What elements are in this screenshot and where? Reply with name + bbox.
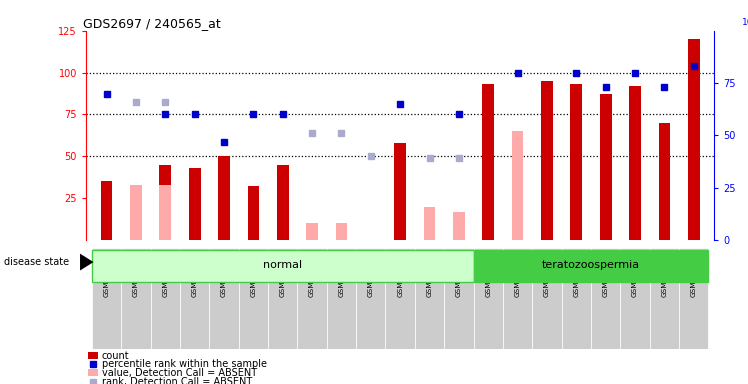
Bar [688,39,699,240]
Text: rank, Detection Call = ABSENT: rank, Detection Call = ABSENT [102,377,252,384]
FancyBboxPatch shape [620,248,650,349]
Text: GSM158477: GSM158477 [515,253,521,297]
Text: GSM158475: GSM158475 [456,253,462,297]
Text: normal: normal [263,260,302,270]
Bar [88,352,98,359]
FancyBboxPatch shape [180,248,209,349]
FancyBboxPatch shape [121,248,150,349]
Bar [541,81,553,240]
Bar [248,186,260,240]
FancyBboxPatch shape [150,248,180,349]
Text: percentile rank within the sample: percentile rank within the sample [102,359,267,369]
Bar [130,185,142,240]
Bar [394,143,406,240]
Text: GSM158480: GSM158480 [603,253,609,297]
Text: GSM158474: GSM158474 [426,253,432,297]
Bar [512,131,524,240]
Text: disease state: disease state [4,257,69,267]
FancyBboxPatch shape [92,250,473,282]
Text: GSM158473: GSM158473 [397,253,403,297]
Text: GSM158465: GSM158465 [162,253,168,297]
Bar [336,223,347,240]
FancyBboxPatch shape [533,248,562,349]
FancyBboxPatch shape [473,250,708,282]
Text: GDS2697 / 240565_at: GDS2697 / 240565_at [83,17,221,30]
Bar [423,207,435,240]
Text: GSM158469: GSM158469 [280,253,286,297]
Text: GSM158471: GSM158471 [338,253,345,297]
Text: GSM158470: GSM158470 [309,253,315,297]
FancyBboxPatch shape [385,248,415,349]
FancyBboxPatch shape [327,248,356,349]
FancyBboxPatch shape [209,248,239,349]
FancyBboxPatch shape [473,248,503,349]
Bar [188,168,200,240]
Text: GSM158464: GSM158464 [133,253,139,297]
Text: GSM158467: GSM158467 [221,253,227,297]
Text: 100%: 100% [742,18,748,26]
Bar [571,84,582,240]
FancyBboxPatch shape [679,248,708,349]
Bar [658,123,670,240]
Bar [218,156,230,240]
Bar [453,212,465,240]
Text: GSM158472: GSM158472 [368,253,374,297]
Bar [306,223,318,240]
FancyBboxPatch shape [239,248,268,349]
Text: GSM158463: GSM158463 [103,253,109,297]
Text: GSM158478: GSM158478 [544,253,550,297]
FancyBboxPatch shape [503,248,533,349]
FancyBboxPatch shape [591,248,620,349]
FancyBboxPatch shape [268,248,298,349]
FancyBboxPatch shape [356,248,385,349]
Text: teratozoospermia: teratozoospermia [542,260,640,270]
Text: GSM158468: GSM158468 [251,253,257,297]
Bar [101,181,112,240]
Bar [600,94,612,240]
FancyBboxPatch shape [562,248,591,349]
Bar [717,69,729,240]
Bar [159,185,171,240]
FancyBboxPatch shape [650,248,679,349]
FancyBboxPatch shape [415,248,444,349]
Bar [88,369,98,376]
FancyBboxPatch shape [298,248,327,349]
Text: value, Detection Call = ABSENT: value, Detection Call = ABSENT [102,368,257,378]
Bar [277,165,289,240]
Bar [482,84,494,240]
Text: GSM158481: GSM158481 [632,253,638,297]
Bar [159,165,171,240]
Text: count: count [102,351,129,361]
Text: GSM158482: GSM158482 [661,253,667,297]
Text: GSM158476: GSM158476 [485,253,491,297]
Polygon shape [80,254,94,270]
FancyBboxPatch shape [92,248,121,349]
Text: GSM158483: GSM158483 [691,253,697,297]
FancyBboxPatch shape [444,248,473,349]
Bar [629,86,641,240]
Text: GSM158466: GSM158466 [191,253,197,297]
Text: GSM158479: GSM158479 [574,253,580,297]
